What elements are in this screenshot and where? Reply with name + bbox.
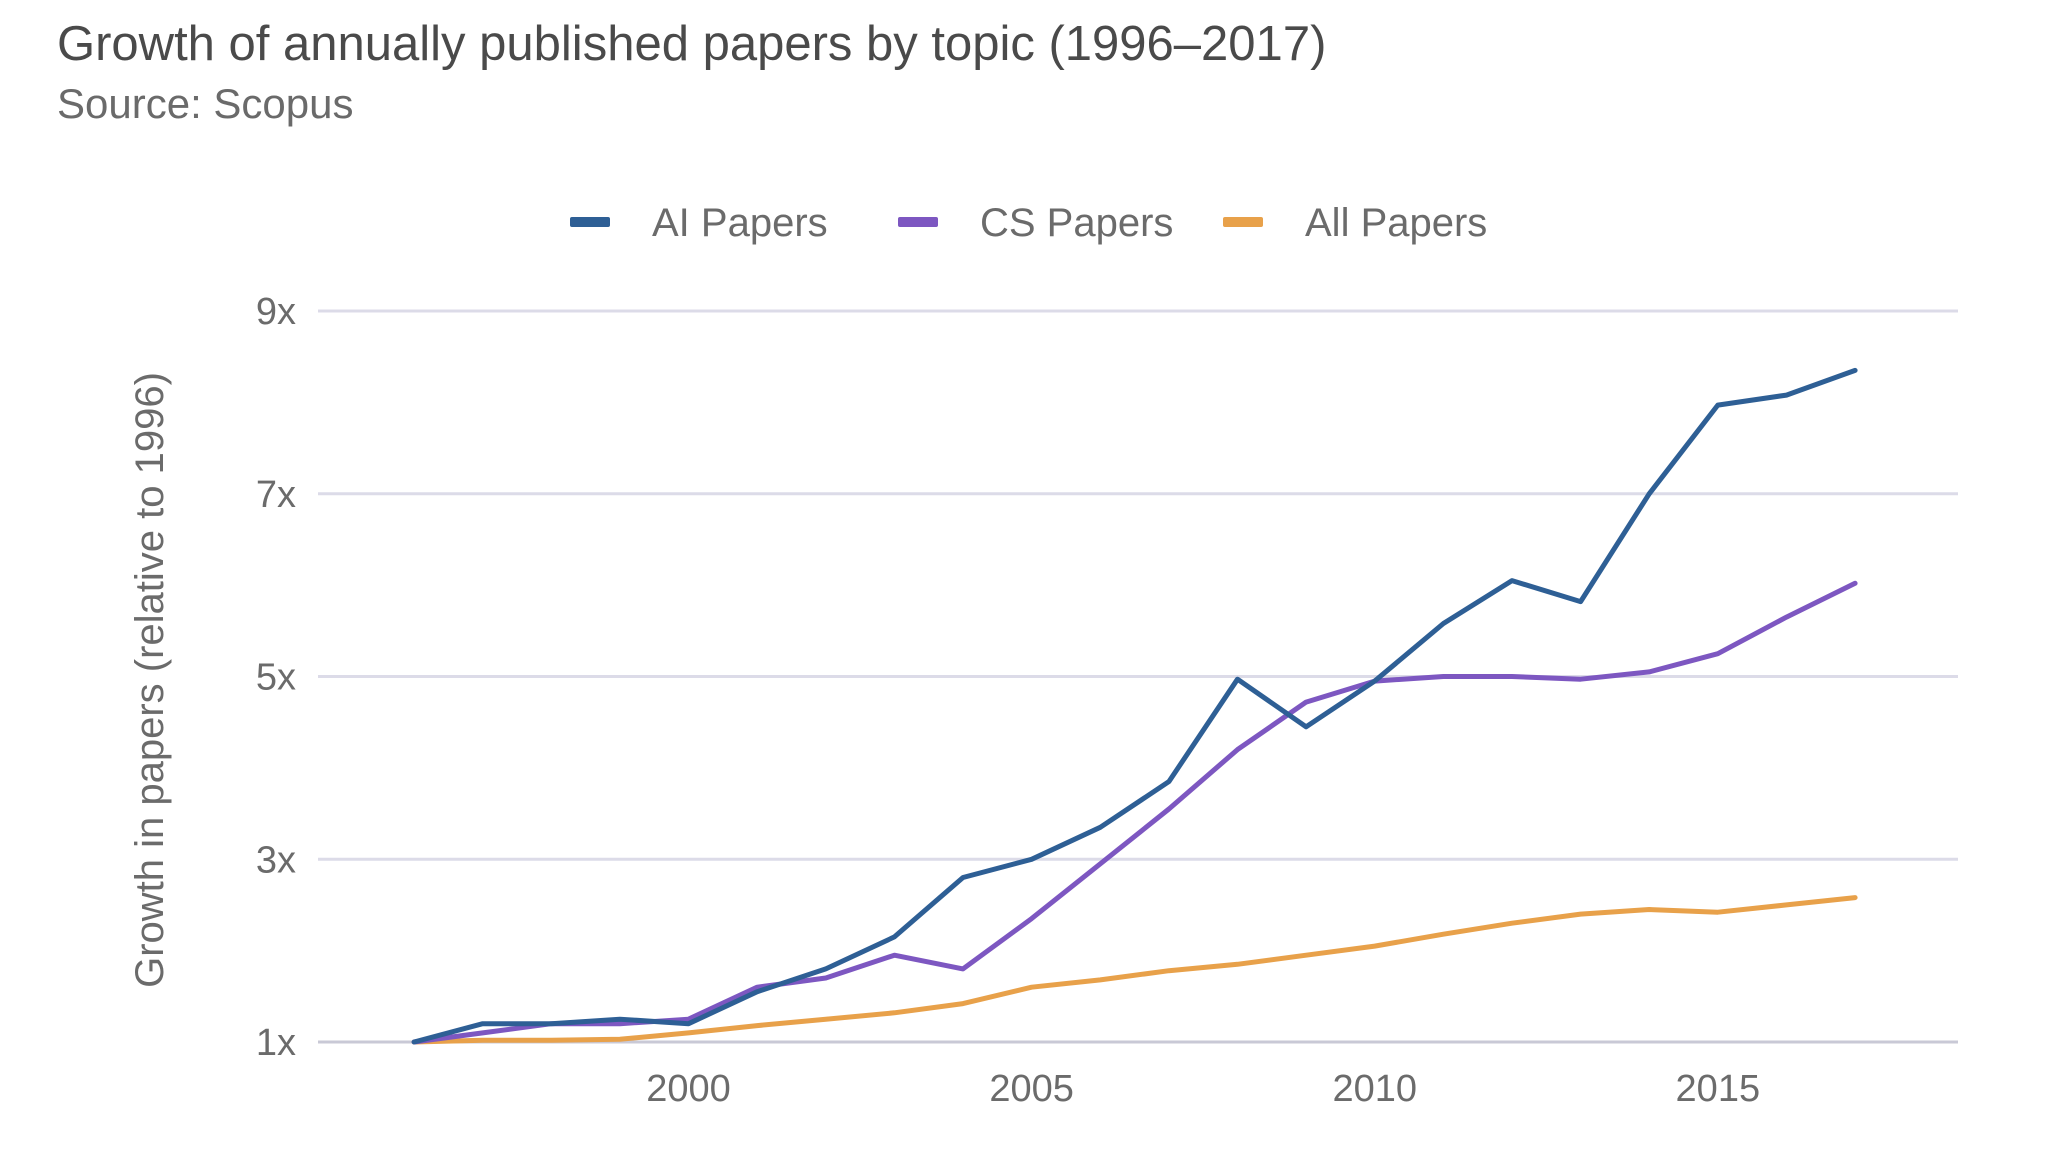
x-tick-label: 2015 <box>1676 1068 1761 1110</box>
legend: AI Papers CS Papers All Papers <box>570 201 1487 245</box>
series-line-ai-papers <box>411 367 1858 1045</box>
y-tick-label: 7x <box>256 474 296 516</box>
chart-subtitle: Source: Scopus <box>57 80 354 127</box>
y-axis-ticks: 1x 3x 5x 7x 9x <box>256 291 296 1064</box>
y-tick-label: 5x <box>256 657 296 699</box>
x-tick-label: 2010 <box>1332 1068 1417 1110</box>
x-axis-ticks: 2000 2005 2010 2015 <box>646 1068 1760 1110</box>
legend-label-all-papers: All Papers <box>1305 201 1487 245</box>
x-tick-label: 2005 <box>989 1068 1074 1110</box>
series-line-all-papers <box>411 895 1858 1045</box>
series-lines <box>411 367 1858 1045</box>
legend-swatch-ai-papers <box>570 217 610 227</box>
gridlines <box>318 309 1958 1044</box>
y-tick-label: 1x <box>256 1022 296 1064</box>
legend-label-cs-papers: CS Papers <box>980 201 1173 245</box>
legend-swatch-cs-papers <box>898 217 938 227</box>
chart-title: Growth of annually published papers by t… <box>57 17 1327 71</box>
y-tick-label: 3x <box>256 839 296 881</box>
x-tick-label: 2000 <box>646 1068 731 1110</box>
legend-swatch-all-papers <box>1223 217 1263 227</box>
legend-label-ai-papers: AI Papers <box>652 201 828 245</box>
y-axis-title: Growth in papers (relative to 1996) <box>128 372 172 988</box>
y-tick-label: 9x <box>256 291 296 333</box>
